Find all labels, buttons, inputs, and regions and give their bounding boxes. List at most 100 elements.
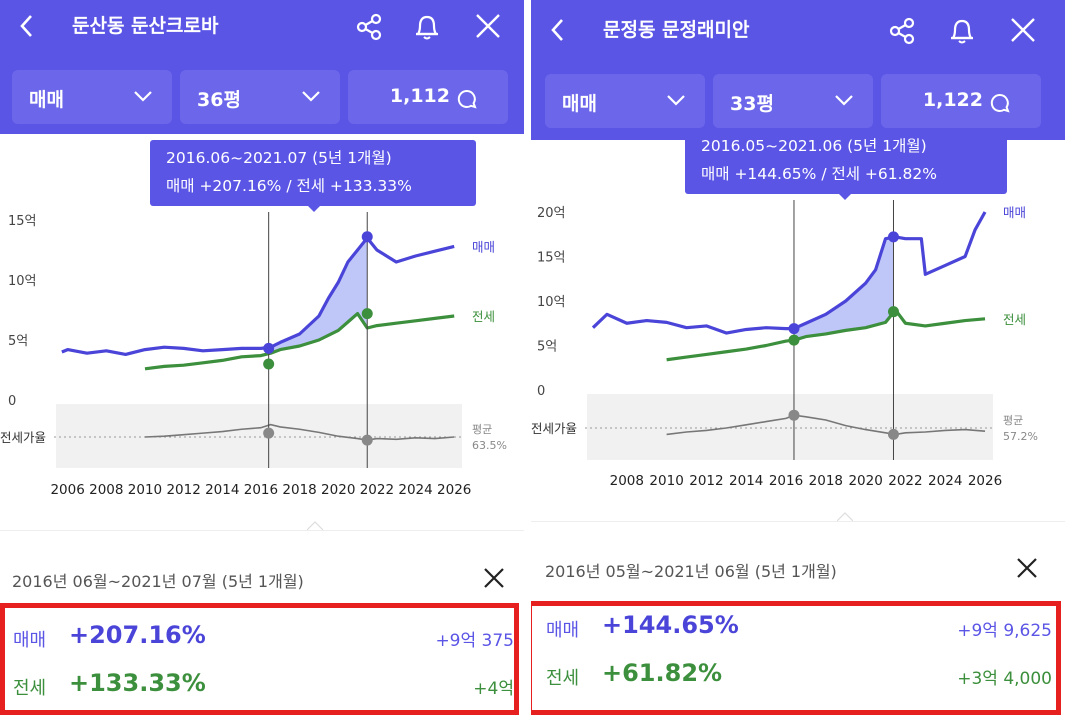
- bell-icon[interactable]: [947, 14, 977, 46]
- x-tick-label: 2022: [360, 482, 394, 498]
- chevron-down-icon: [667, 95, 685, 106]
- share-icon[interactable]: [887, 16, 917, 46]
- x-tick-label: 2022: [888, 473, 922, 489]
- ratio-marker: [887, 428, 899, 440]
- close-icon[interactable]: [474, 12, 502, 40]
- tooltip-pointer: [837, 192, 853, 200]
- comments-button[interactable]: 1,122: [881, 74, 1041, 128]
- size-select[interactable]: 33평: [713, 74, 873, 128]
- ratio-line: [144, 423, 455, 441]
- trade-type-select[interactable]: 매매: [545, 74, 705, 128]
- sale-legend: 매매: [472, 239, 495, 254]
- jeonse-label: 전세: [546, 668, 580, 689]
- chevron-down-icon: [134, 91, 152, 102]
- jeonse-label: 전세: [13, 678, 47, 699]
- comment-count: 1,112: [389, 85, 450, 107]
- y-tick-label: 15억: [8, 214, 37, 229]
- tooltip-summary: 매매 +144.65% / 전세 +61.82%: [701, 165, 938, 183]
- jeonse-marker: [361, 308, 373, 320]
- ratio-band: [56, 404, 462, 468]
- divider: [0, 530, 524, 531]
- jeonse-amount: +4억: [473, 679, 514, 699]
- sale-marker: [887, 231, 899, 243]
- page-title: 문정동 문정래미안: [603, 19, 750, 41]
- jeonse-percent: +133.33%: [69, 669, 206, 697]
- chat-bubble-icon: [457, 89, 477, 109]
- trade-type-label: 매매: [29, 89, 64, 111]
- chevron-down-icon: [302, 91, 320, 102]
- tooltip-range: 2016.05~2021.06 (5년 1개월): [701, 137, 927, 155]
- divider: [531, 521, 1065, 522]
- trade-type-select[interactable]: 매매: [12, 70, 172, 124]
- tooltip-range: 2016.06~2021.07 (5년 1개월): [166, 149, 392, 167]
- sale-marker: [263, 342, 275, 354]
- x-tick-label: 2014: [205, 482, 239, 498]
- size-label: 33평: [730, 93, 774, 115]
- y-tick-label: 20억: [537, 206, 566, 221]
- chat-bubble-icon: [990, 93, 1010, 113]
- size-select[interactable]: 36평: [180, 70, 340, 124]
- x-tick-label: 2010: [649, 473, 683, 489]
- y-tick-label: 0: [8, 394, 16, 409]
- top-bar: 문정동 문정래미안: [531, 0, 1065, 56]
- sale-marker: [788, 323, 800, 335]
- left-panel: 둔산동 둔산크로바 매매 36평 1,112 15억 10억 5억 0 전세가율 평균 63…: [0, 0, 524, 717]
- bell-icon[interactable]: [412, 10, 442, 42]
- tooltip-pointer: [306, 204, 322, 212]
- sale-legend: 매매: [1003, 205, 1026, 220]
- x-tick-label: 2012: [689, 473, 723, 489]
- size-label: 36평: [197, 89, 241, 111]
- ratio-line: [666, 414, 986, 436]
- x-tick-label: 2008: [89, 482, 123, 498]
- close-icon[interactable]: [482, 566, 506, 590]
- caret-up-icon: [307, 521, 323, 530]
- ratio-marker: [788, 409, 800, 421]
- y-tick-label: 10억: [8, 274, 37, 289]
- x-tick-label: 2024: [928, 473, 962, 489]
- y-tick-label: 15억: [537, 251, 566, 266]
- y-tick-label: 10억: [537, 295, 566, 310]
- close-icon[interactable]: [1015, 556, 1039, 580]
- result-box: 매매 +144.65% +9억 9,625 전세 +61.82% +3억 4,0…: [531, 601, 1061, 715]
- average-label: 평균: [472, 423, 492, 436]
- header: 둔산동 둔산크로바 매매 36평 1,112: [0, 0, 524, 134]
- sale-percent: +207.16%: [69, 621, 206, 649]
- back-arrow-icon[interactable]: [14, 10, 40, 42]
- x-tick-label: 2012: [166, 482, 200, 498]
- close-icon[interactable]: [1009, 16, 1037, 44]
- ratio-marker: [361, 434, 373, 446]
- jeonse-marker: [887, 306, 899, 318]
- panel-divider: [524, 0, 531, 717]
- ratio-axis-label: 전세가율: [531, 421, 577, 436]
- trade-type-label: 매매: [562, 93, 597, 115]
- x-tick-label: 2024: [398, 482, 432, 498]
- x-tick-label: 2006: [50, 482, 84, 498]
- x-tick-label: 2018: [809, 473, 843, 489]
- comments-button[interactable]: 1,112: [348, 70, 508, 124]
- x-tick-label: 2026: [968, 473, 1002, 489]
- sale-line: [591, 211, 987, 335]
- jeonse-amount: +3억 4,000: [957, 669, 1052, 689]
- header: 문정동 문정래미안 매매 33평 1,122: [531, 0, 1065, 140]
- period-tooltip: 2016.06~2021.07 (5년 1개월) 매매 +207.16% / 전…: [150, 140, 476, 206]
- share-icon[interactable]: [354, 12, 384, 42]
- caret-up-icon: [837, 512, 853, 521]
- period-label: 2016년 06월~2021년 07월 (5년 1개월): [12, 572, 304, 591]
- sale-amount: +9억 9,625: [957, 621, 1052, 641]
- ratio-band: [587, 394, 993, 460]
- x-tick-label: 2020: [321, 482, 355, 498]
- ratio-marker: [263, 427, 275, 439]
- jeonse-line: [666, 308, 986, 362]
- x-tick-label: 2016: [769, 473, 803, 489]
- y-tick-label: 0: [537, 384, 545, 399]
- comment-count: 1,122: [922, 89, 983, 111]
- tooltip-summary: 매매 +207.16% / 전세 +133.33%: [166, 177, 412, 195]
- x-tick-label: 2008: [610, 473, 644, 489]
- y-tick-label: 5억: [537, 340, 557, 355]
- y-tick-label: 5억: [8, 334, 28, 349]
- x-tick-label: 2020: [848, 473, 882, 489]
- back-arrow-icon[interactable]: [545, 14, 571, 46]
- x-tick-label: 2026: [437, 482, 471, 498]
